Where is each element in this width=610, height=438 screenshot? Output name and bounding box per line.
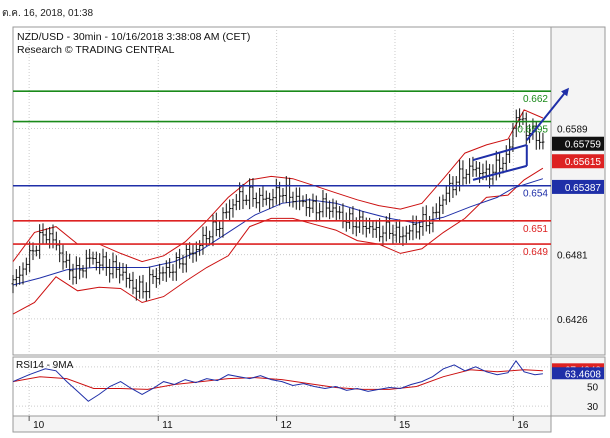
price-boxes: 0.65759 0.65615 0.65387 <box>552 136 604 194</box>
price-tick-label: 0.6589 <box>557 125 588 136</box>
channel-lower <box>472 164 528 181</box>
chart-date: ต.ค. 16, 2018, 01:38 <box>2 8 94 19</box>
rsi-value-box <box>552 367 604 380</box>
time-tick-label: 11 <box>162 420 173 431</box>
rsi-line <box>12 360 543 402</box>
level-label: 0.662 <box>523 94 548 105</box>
chart-title: NZD/USD - 30min - 10/16/2018 3:38:08 AM … <box>17 31 250 43</box>
price-box <box>552 136 604 151</box>
research-credit: Research © TRADING CENTRAL <box>17 44 175 56</box>
projection-arrow <box>526 87 570 141</box>
level-label: 0.651 <box>523 224 548 235</box>
price-box-label: 0.65387 <box>565 183 602 194</box>
projection-arrow-line <box>526 87 570 141</box>
time-ticks: 10 11 12 15 16 <box>28 416 529 431</box>
price-tick-label: 0.6426 <box>557 315 588 326</box>
channel-upper <box>472 143 528 162</box>
price-tick-label: 0.6481 <box>557 251 588 262</box>
main-panel <box>12 26 552 356</box>
time-axis <box>12 415 552 433</box>
time-tick-label: 12 <box>281 420 293 431</box>
bollinger-upper <box>12 109 544 263</box>
price-ticks: 0.6589 0.6481 0.6426 <box>557 125 588 326</box>
time-tick-label: 10 <box>33 420 45 431</box>
rsi-tick-label: 30 <box>587 402 599 413</box>
rsi-ma-line <box>12 369 543 390</box>
time-tick-label: 15 <box>399 420 411 431</box>
rsi-series: 70503067.484863.4608 <box>12 360 604 413</box>
price-box-label: 0.65759 <box>565 140 602 151</box>
rsi-title: RSI14 - 9MA <box>16 360 74 371</box>
grid-rsi <box>13 357 551 416</box>
trend-channel <box>472 143 528 181</box>
price-box-label: 0.65615 <box>565 157 602 168</box>
grid-main <box>13 27 551 355</box>
level-label: 0.654 <box>523 189 548 200</box>
rsi-panel <box>12 356 552 417</box>
price-box <box>552 179 604 194</box>
rsi-tick-label: 50 <box>587 383 599 394</box>
time-tick-label: 16 <box>517 420 529 431</box>
price-series <box>11 108 545 301</box>
level-label: 0.649 <box>523 247 548 258</box>
support-resistance-levels: 0.662 0.6595 0.654 0.651 0.649 <box>13 90 551 258</box>
level-label: 0.6595 <box>517 125 548 136</box>
price-box <box>552 154 604 169</box>
rsi-value-label: 63.4608 <box>565 369 602 380</box>
